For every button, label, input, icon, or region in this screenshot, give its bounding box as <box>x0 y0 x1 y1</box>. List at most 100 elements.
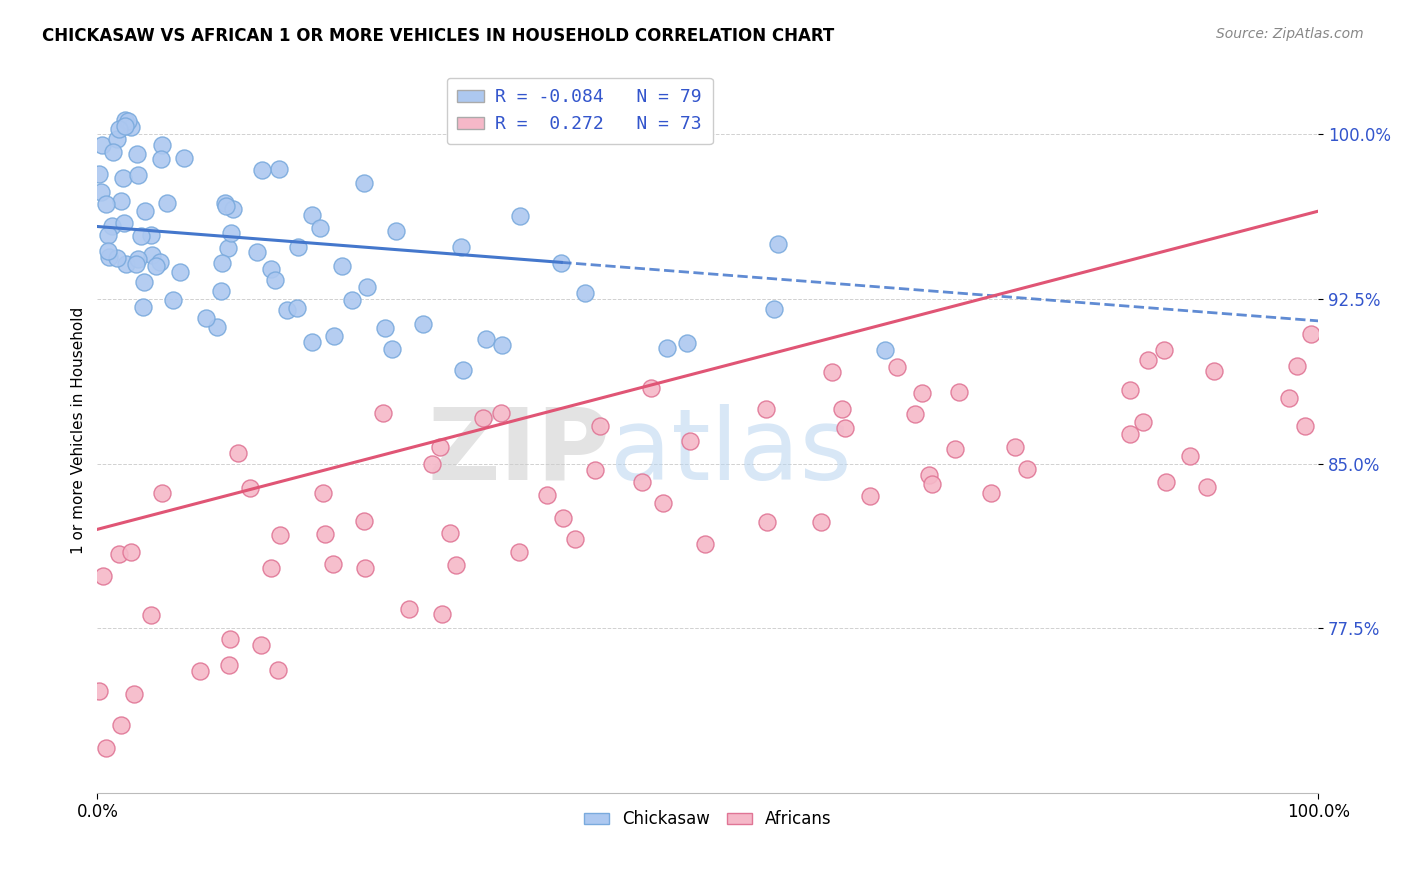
Point <box>489 406 512 420</box>
Point <box>453 362 475 376</box>
Point <box>150 138 173 153</box>
Point <box>312 485 335 500</box>
Point <box>508 545 530 559</box>
Point <box>1004 440 1026 454</box>
Point <box>948 385 970 400</box>
Point <box>249 638 271 652</box>
Point <box>693 536 716 550</box>
Point <box>90 185 112 199</box>
Point <box>141 248 163 262</box>
Point <box>97 227 120 242</box>
Point <box>640 381 662 395</box>
Point <box>921 477 943 491</box>
Point <box>564 532 586 546</box>
Point <box>219 226 242 240</box>
Point <box>239 481 262 495</box>
Point <box>260 261 283 276</box>
Point <box>211 284 233 298</box>
Point <box>98 250 121 264</box>
Point <box>246 245 269 260</box>
Point <box>105 132 128 146</box>
Point <box>314 527 336 541</box>
Point <box>810 515 832 529</box>
Point <box>472 411 495 425</box>
Point <box>169 265 191 279</box>
Point <box>309 220 332 235</box>
Point <box>509 209 531 223</box>
Point <box>322 329 344 343</box>
Point <box>301 335 323 350</box>
Point <box>412 317 434 331</box>
Point <box>631 475 654 490</box>
Point <box>1154 475 1177 490</box>
Point <box>91 138 114 153</box>
Point <box>342 293 364 308</box>
Point <box>655 341 678 355</box>
Point <box>110 718 132 732</box>
Point <box>474 332 496 346</box>
Point <box>215 198 238 212</box>
Point <box>755 515 778 529</box>
Point <box>1015 462 1038 476</box>
Point <box>114 113 136 128</box>
Point <box>129 228 152 243</box>
Point <box>94 741 117 756</box>
Point <box>132 301 155 315</box>
Point <box>139 227 162 242</box>
Point <box>134 204 156 219</box>
Point <box>353 177 375 191</box>
Point <box>1180 449 1202 463</box>
Point <box>1153 343 1175 357</box>
Point <box>114 120 136 134</box>
Point <box>356 280 378 294</box>
Point <box>127 252 149 267</box>
Point <box>108 121 131 136</box>
Point <box>904 407 927 421</box>
Point <box>267 663 290 677</box>
Point <box>117 114 139 128</box>
Point <box>589 419 612 434</box>
Point <box>550 256 572 270</box>
Legend: Chickasaw, Africans: Chickasaw, Africans <box>578 804 838 835</box>
Point <box>450 240 472 254</box>
Point <box>536 488 558 502</box>
Text: Source: ZipAtlas.com: Source: ZipAtlas.com <box>1216 27 1364 41</box>
Point <box>125 257 148 271</box>
Text: atlas: atlas <box>610 404 852 500</box>
Point <box>1195 480 1218 494</box>
Point <box>834 421 856 435</box>
Point <box>105 251 128 265</box>
Point <box>110 194 132 209</box>
Point <box>173 151 195 165</box>
Point <box>886 360 908 375</box>
Point <box>127 168 149 182</box>
Point <box>1301 326 1323 341</box>
Point <box>139 607 162 622</box>
Point <box>374 320 396 334</box>
Point <box>134 275 156 289</box>
Point <box>269 528 291 542</box>
Point <box>219 632 242 647</box>
Point <box>188 665 211 679</box>
Point <box>821 365 844 379</box>
Point <box>250 163 273 178</box>
Point <box>222 202 245 216</box>
Point <box>918 467 941 482</box>
Point <box>651 495 673 509</box>
Text: ZIP: ZIP <box>427 404 610 500</box>
Point <box>226 446 249 460</box>
Point <box>768 237 790 252</box>
Point <box>115 257 138 271</box>
Point <box>112 216 135 230</box>
Point <box>217 241 239 255</box>
Point <box>1137 353 1160 368</box>
Point <box>354 561 377 575</box>
Point <box>1118 427 1140 442</box>
Point <box>101 219 124 234</box>
Point <box>432 607 454 621</box>
Point <box>859 489 882 503</box>
Point <box>122 687 145 701</box>
Y-axis label: 1 or more Vehicles in Household: 1 or more Vehicles in Household <box>72 307 86 554</box>
Point <box>574 285 596 300</box>
Point <box>353 515 375 529</box>
